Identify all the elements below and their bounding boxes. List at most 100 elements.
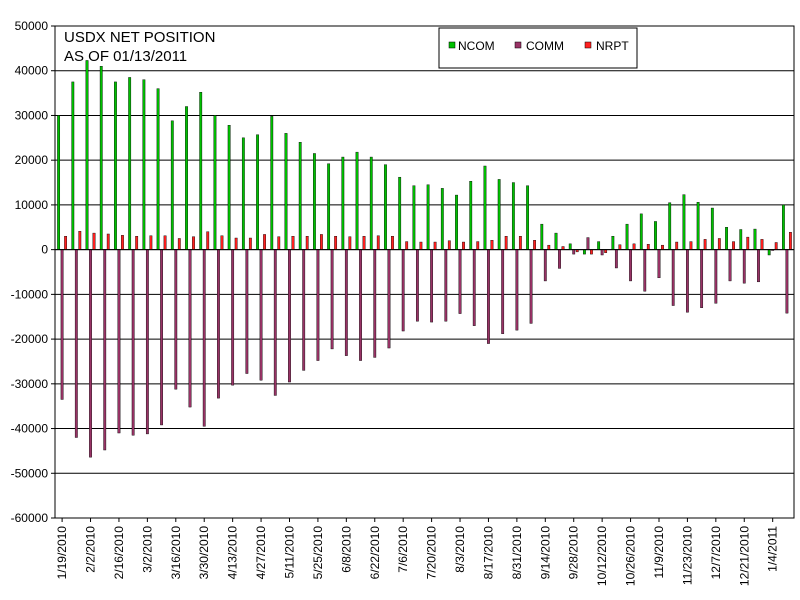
bar-comm-12-14-2010 — [728, 249, 732, 282]
x-tick-label: 2/2/2010 — [84, 526, 98, 573]
y-tick-label: 0 — [41, 243, 48, 257]
bar-ncom-1-26-2010 — [71, 81, 75, 250]
y-tick-label: -30000 — [11, 377, 49, 391]
bar-ncom-1-4-2011 — [767, 249, 771, 256]
bar-nrpt-2-23-2010 — [135, 236, 139, 250]
bar-nrpt-2-2-2010 — [92, 232, 96, 250]
y-tick-label: -50000 — [11, 466, 49, 480]
bar-ncom-2-2-2010 — [85, 60, 89, 250]
bar-ncom-8-3-2010 — [455, 194, 458, 250]
bar-nrpt-6-22-2010 — [376, 235, 380, 250]
bar-ncom-1-19-2010 — [57, 115, 61, 250]
legend-label-ncom: NCOM — [458, 39, 495, 53]
series-ncom — [57, 60, 785, 256]
bar-nrpt-7-20-2010 — [433, 241, 437, 250]
bar-nrpt-1-26-2010 — [78, 231, 82, 250]
bar-nrpt-10-19-2010 — [618, 244, 622, 250]
bar-nrpt-5-18-2010 — [305, 236, 309, 250]
bar-comm-9-21-2010 — [558, 249, 561, 269]
bar-comm-6-29-2010 — [387, 249, 391, 349]
bar-comm-6-15-2010 — [359, 249, 362, 361]
bar-comm-1-26-2010 — [74, 249, 78, 438]
bar-ncom-12-7-2010 — [710, 207, 714, 250]
bar-ncom-11-30-2010 — [696, 202, 700, 250]
bar-nrpt-4-13-2010 — [234, 237, 238, 250]
y-tick-label: 20000 — [15, 153, 49, 167]
bar-nrpt-8-31-2010 — [518, 236, 522, 250]
bar-comm-10-5-2010 — [586, 237, 590, 250]
bar-ncom-10-26-2010 — [625, 223, 629, 250]
x-tick-label: 10/12/2010 — [595, 526, 609, 586]
bar-comm-4-13-2010 — [231, 249, 235, 386]
chart-title-line-2: AS OF 01/13/2011 — [64, 48, 187, 65]
x-tick-label: 9/14/2010 — [538, 526, 552, 580]
bar-ncom-9-7-2010 — [526, 185, 529, 250]
bar-nrpt-1-19-2010 — [64, 236, 68, 250]
x-tick-label: 3/2/2010 — [140, 526, 154, 573]
bar-comm-11-16-2010 — [671, 249, 675, 306]
bar-comm-11-2-2010 — [643, 249, 647, 292]
bar-nrpt-11-2-2010 — [646, 244, 650, 250]
bar-ncom-8-24-2010 — [497, 179, 501, 250]
bar-nrpt-2-16-2010 — [121, 235, 124, 250]
bar-ncom-3-16-2010 — [170, 120, 174, 250]
bar-comm-9-14-2010 — [543, 249, 547, 282]
x-tick-label: 11/23/2010 — [680, 526, 694, 585]
y-tick-label: -40000 — [11, 422, 49, 436]
bar-comm-5-11-2010 — [288, 249, 291, 383]
bar-ncom-5-25-2010 — [313, 153, 316, 250]
y-tick-label: 50000 — [15, 19, 49, 33]
x-tick-label: 6/22/2010 — [368, 526, 382, 580]
bar-comm-10-19-2010 — [614, 249, 618, 269]
bar-comm-2-9-2010 — [103, 249, 107, 451]
bar-comm-4-20-2010 — [245, 249, 249, 374]
bar-nrpt-2-9-2010 — [106, 233, 110, 250]
bar-nrpt-8-17-2010 — [490, 240, 494, 250]
bar-nrpt-11-9-2010 — [661, 244, 664, 250]
bar-comm-2-2-2010 — [89, 249, 92, 458]
bar-ncom-11-16-2010 — [668, 202, 672, 250]
bar-comm-8-31-2010 — [515, 249, 519, 331]
bar-comm-11-30-2010 — [700, 249, 704, 308]
y-tick-label: 30000 — [15, 108, 49, 122]
bar-comm-7-6-2010 — [401, 249, 405, 332]
x-tick-label: 7/20/2010 — [425, 526, 439, 580]
bar-nrpt-7-13-2010 — [419, 241, 423, 250]
bar-comm-7-20-2010 — [430, 249, 434, 323]
bar-ncom-4-20-2010 — [241, 137, 245, 250]
bar-ncom-3-9-2010 — [156, 88, 160, 250]
y-tick-label: 40000 — [15, 64, 49, 78]
legend-swatch-nrpt — [584, 41, 592, 49]
bar-nrpt-11-23-2010 — [689, 241, 693, 250]
bar-nrpt-11-16-2010 — [675, 241, 679, 250]
y-axis: 50000 40000 30000 20000 10000 0 -10000 -20000 -3… — [11, 19, 55, 525]
bar-nrpt-3-2-2010 — [149, 235, 153, 250]
bar-comm-11-9-2010 — [657, 249, 661, 279]
bar-comm-5-25-2010 — [316, 249, 320, 361]
bars — [55, 60, 794, 458]
legend-label-nrpt: NRPT — [596, 39, 629, 53]
chart-title-line-1: USDX NET POSITION — [64, 29, 215, 46]
bar-ncom-6-8-2010 — [341, 156, 345, 250]
bar-ncom-11-23-2010 — [682, 194, 686, 250]
bar-comm-7-27-2010 — [444, 249, 448, 322]
bar-ncom-8-17-2010 — [483, 165, 487, 250]
bar-ncom-6-29-2010 — [384, 164, 387, 250]
bar-ncom-12-28-2010 — [753, 228, 757, 250]
x-tick-label: 3/16/2010 — [169, 526, 183, 580]
bar-ncom-3-23-2010 — [185, 106, 188, 250]
bar-ncom-5-4-2010 — [270, 116, 274, 250]
y-tick-label: 10000 — [15, 198, 49, 212]
bar-ncom-12-14-2010 — [725, 227, 728, 250]
x-tick-label: 8/17/2010 — [481, 526, 495, 580]
x-tick-label: 12/21/2010 — [737, 526, 751, 586]
bar-nrpt-12-21-2010 — [746, 236, 750, 250]
bar-nrpt-9-7-2010 — [533, 240, 536, 250]
bar-comm-5-18-2010 — [302, 249, 306, 371]
bar-ncom-7-13-2010 — [412, 185, 416, 250]
bar-nrpt-5-4-2010 — [277, 236, 281, 250]
bar-ncom-3-30-2010 — [199, 91, 203, 250]
bar-ncom-7-27-2010 — [440, 188, 444, 250]
bar-ncom-5-11-2010 — [284, 133, 288, 250]
bar-comm-12-28-2010 — [757, 249, 760, 283]
